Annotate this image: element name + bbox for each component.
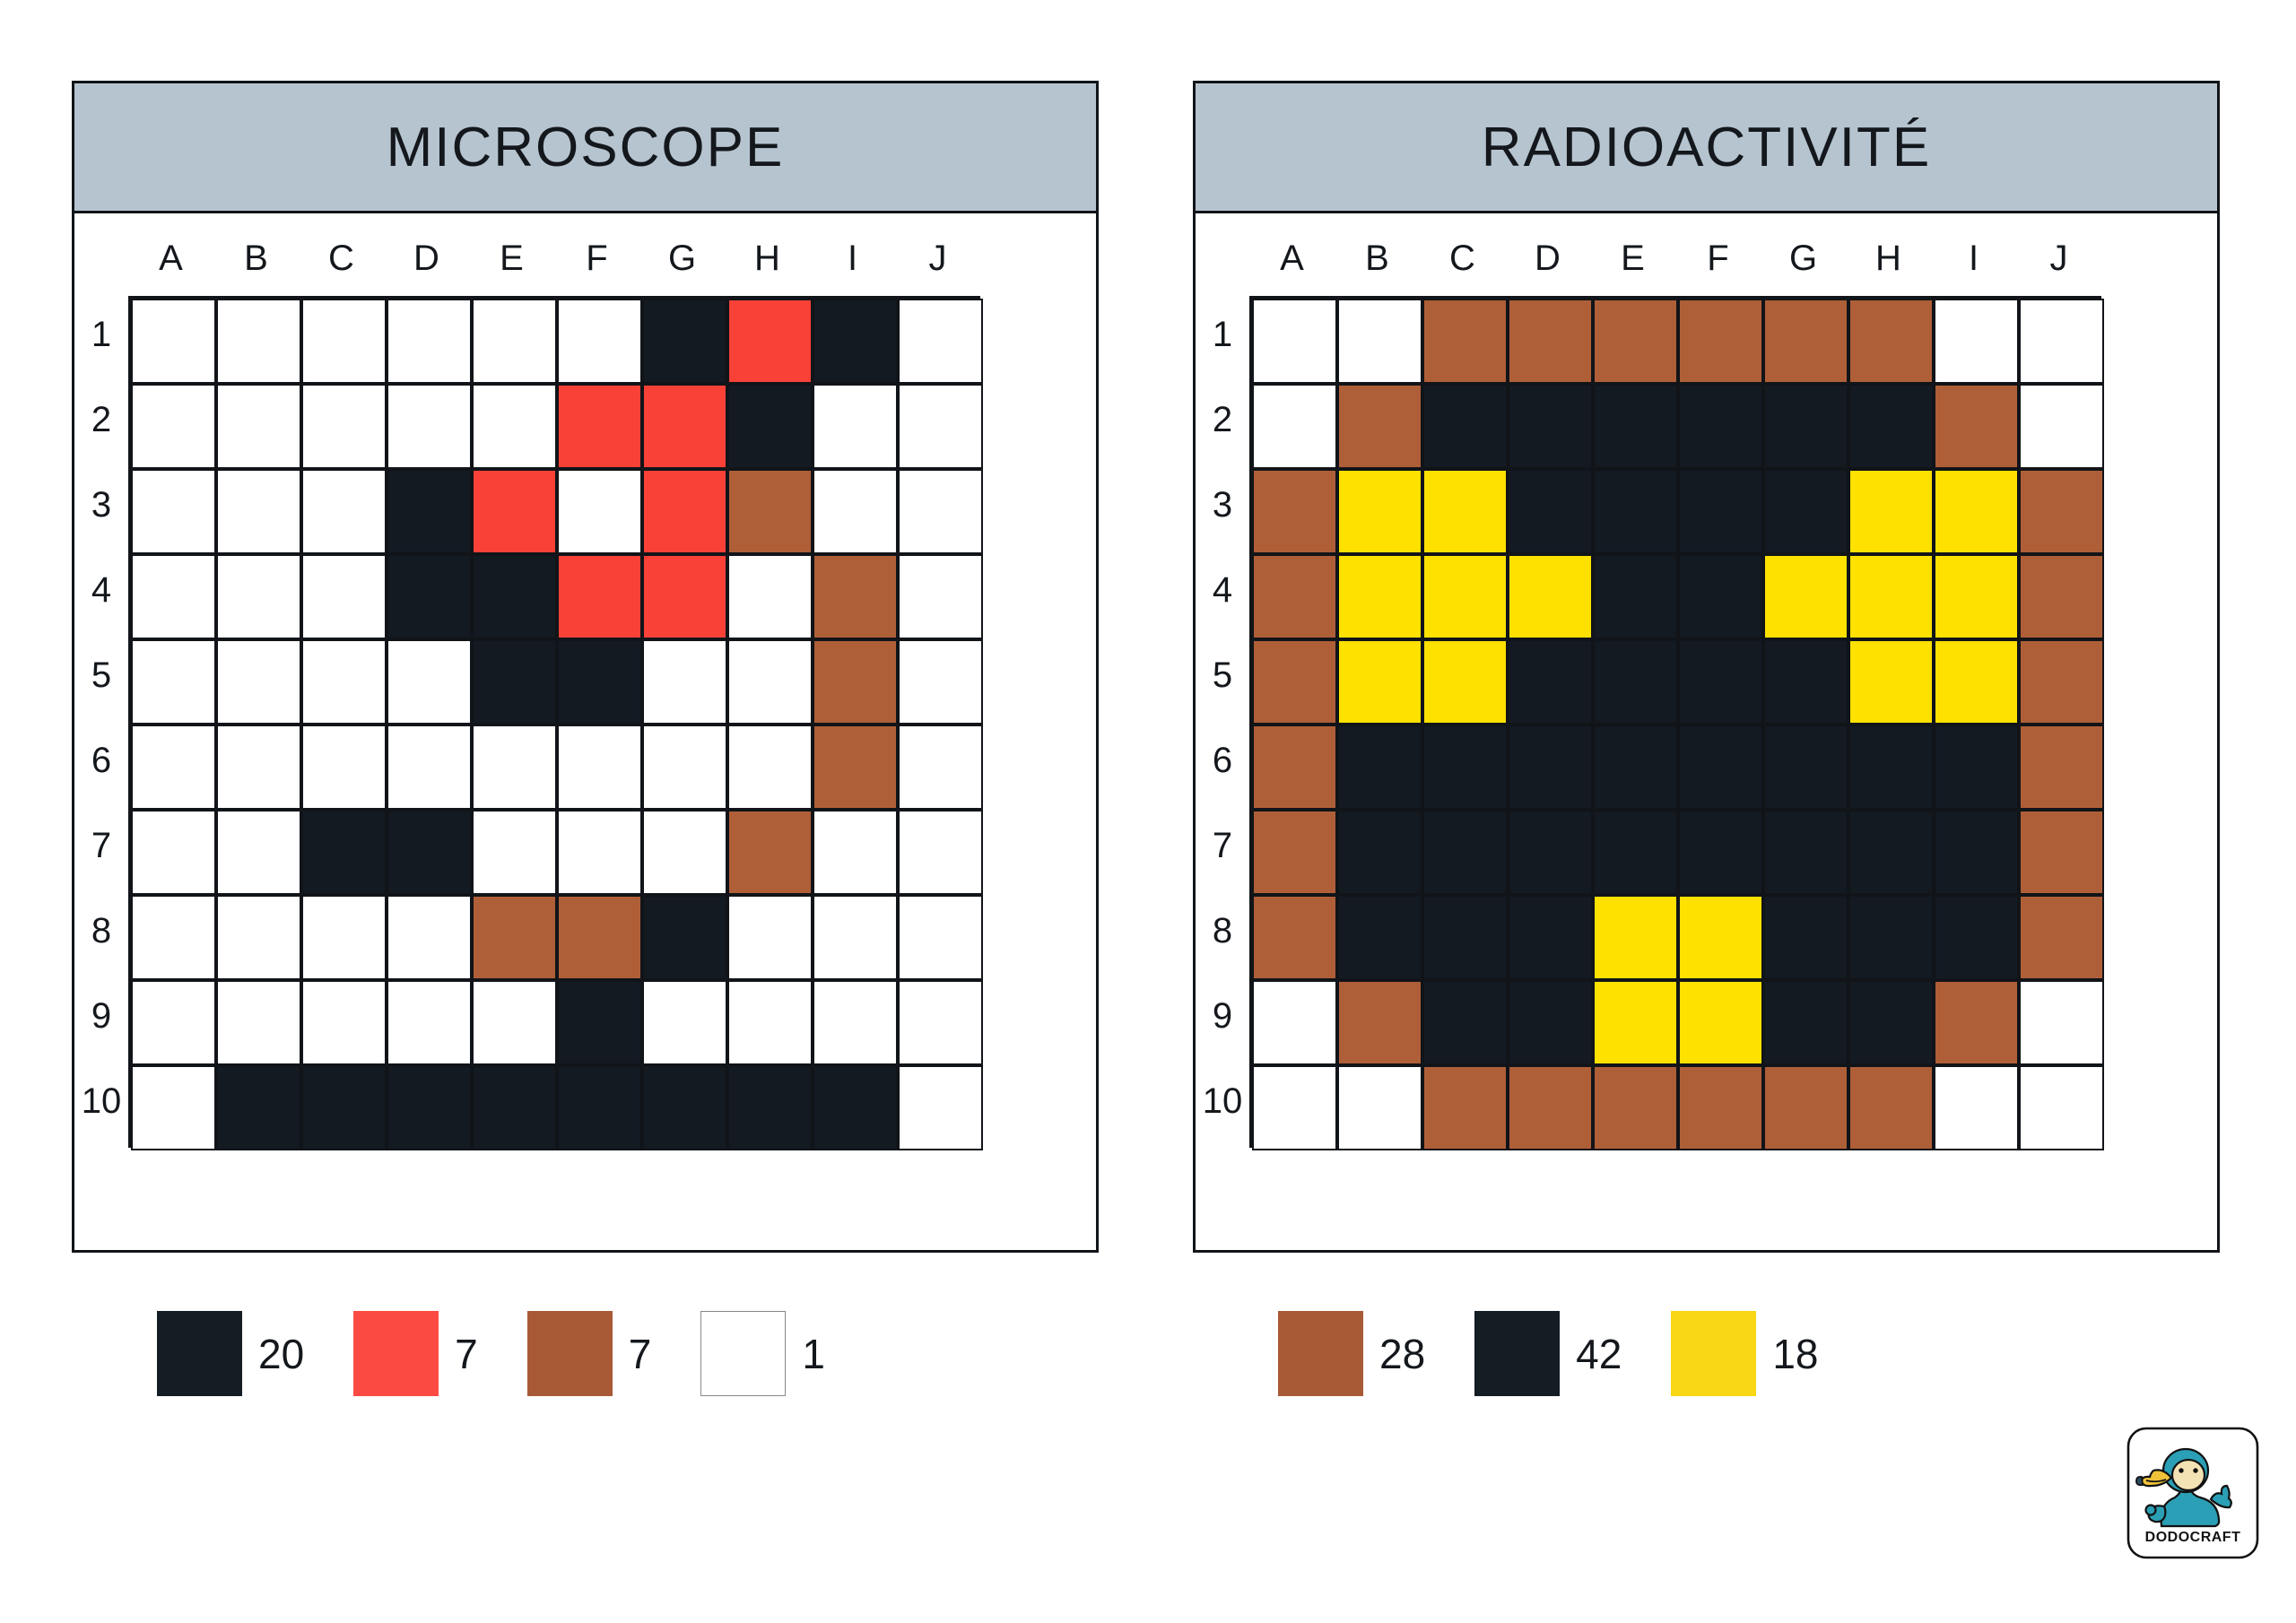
svg-text:DODOCRAFT: DODOCRAFT [2145, 1530, 2241, 1545]
